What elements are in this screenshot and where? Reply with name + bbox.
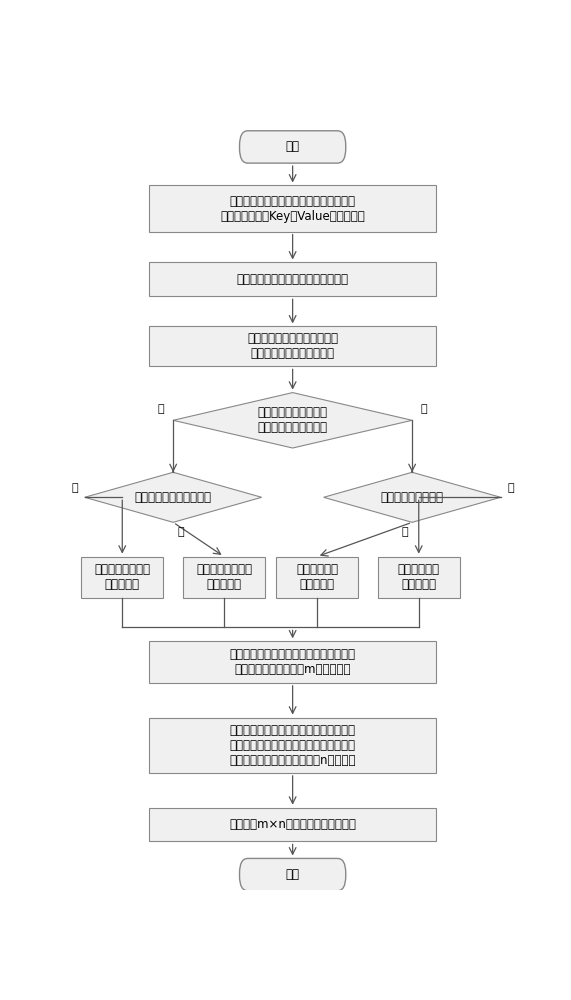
- Text: 使用并行缓存策略
避免写冲突: 使用并行缓存策略 避免写冲突: [196, 563, 252, 591]
- Text: 否: 否: [401, 527, 408, 537]
- Text: 使用无锁策略
避免写冲突: 使用无锁策略 避免写冲突: [296, 563, 338, 591]
- Text: 使用两次遍历策略
避免写冲突: 使用两次遍历策略 避免写冲突: [94, 563, 150, 591]
- Bar: [183, 557, 265, 598]
- Bar: [149, 262, 436, 296]
- Text: 根据列存储数据集存储结构，
选取相应的避免写冲突策略: 根据列存储数据集存储结构， 选取相应的避免写冲突策略: [247, 332, 338, 360]
- Text: 开始: 开始: [286, 140, 300, 153]
- Bar: [378, 557, 460, 598]
- Bar: [149, 185, 436, 232]
- Text: 使用的存储结构是否为
传统的哈希存储结构？: 使用的存储结构是否为 传统的哈希存储结构？: [258, 406, 328, 434]
- Text: 对第一次分区结果进行数据倾斜优化然后
化简线程依据化简哈希函数进行第二次哈
希分区，每个第一次分区产生n个新分区: 对第一次分区结果进行数据倾斜优化然后 化简线程依据化简哈希函数进行第二次哈 希分…: [230, 724, 356, 767]
- Text: 读取用户输入的列存储数据集，该数据集
的数据格式为（Key，Value）的键值对: 读取用户输入的列存储数据集，该数据集 的数据格式为（Key，Value）的键值对: [220, 195, 365, 223]
- Text: 结束: 结束: [286, 868, 300, 881]
- Text: 是: 是: [507, 483, 514, 493]
- Text: 否: 否: [421, 404, 428, 414]
- Polygon shape: [173, 393, 412, 448]
- Polygon shape: [324, 472, 501, 522]
- Text: 是: 是: [71, 483, 78, 493]
- Text: 是否选择加锁策略？: 是否选择加锁策略？: [381, 491, 444, 504]
- FancyBboxPatch shape: [240, 858, 346, 891]
- Bar: [149, 326, 436, 366]
- Text: 使用加锁策略
避免写冲突: 使用加锁策略 避免写冲突: [398, 563, 440, 591]
- Bar: [149, 718, 436, 773]
- Polygon shape: [85, 472, 262, 522]
- Bar: [149, 641, 436, 683]
- Bar: [81, 557, 163, 598]
- Bar: [149, 808, 436, 841]
- Text: 是: 是: [158, 404, 164, 414]
- Bar: [276, 557, 358, 598]
- Text: 将最终的m×n个分区结果输出给用户: 将最终的m×n个分区结果输出给用户: [229, 818, 356, 831]
- Text: 否: 否: [178, 527, 184, 537]
- Text: 均匀分割用户所输入的列存储数据集: 均匀分割用户所输入的列存储数据集: [236, 273, 349, 286]
- Text: 是否选择两次遍历策略？: 是否选择两次遍历策略？: [135, 491, 212, 504]
- Text: 映射线程依据策略利用映射哈希函数进行
第一次哈希分区，产生m个分区结果: 映射线程依据策略利用映射哈希函数进行 第一次哈希分区，产生m个分区结果: [230, 648, 356, 676]
- FancyBboxPatch shape: [240, 131, 346, 163]
